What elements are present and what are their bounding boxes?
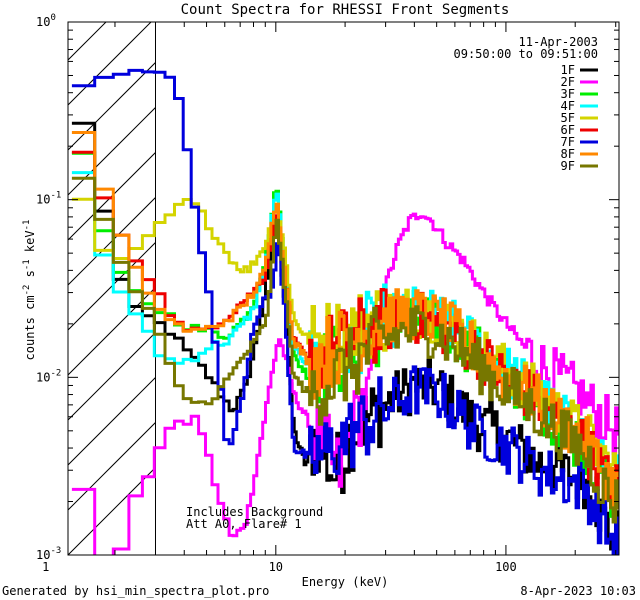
legend-label-3F: 3F — [561, 87, 575, 101]
x-axis-tick-labels: 1 10 100 — [42, 560, 517, 574]
x-axis-ticks — [114, 22, 617, 555]
legend-label-1F: 1F — [561, 63, 575, 77]
hatch-line — [68, 61, 156, 151]
hatch-line — [68, 421, 156, 511]
hatch-line — [68, 106, 156, 196]
time-range-label: 09:50:00 to 09:51:00 — [454, 47, 599, 61]
x-tick-label: 1 — [42, 560, 49, 574]
y-tick-label: 100 — [36, 13, 56, 29]
hatch-line — [68, 376, 156, 466]
date-label: 11-Apr-2003 — [519, 35, 598, 49]
legend-label-6F: 6F — [561, 123, 575, 137]
x-tick-label: 10 — [269, 560, 283, 574]
hatch-line — [68, 241, 156, 331]
annotation-background: Includes Background — [186, 505, 323, 519]
y-tick-label: 10-2 — [36, 368, 61, 384]
y-axis-tick-labels: 100 10-1 10-2 10-3 — [36, 13, 61, 562]
hatch-line — [68, 466, 156, 555]
x-tick-label: 100 — [495, 560, 517, 574]
legend-label-4F: 4F — [561, 99, 575, 113]
legend-label-7F: 7F — [561, 135, 575, 149]
x-axis-label: Energy (keV) — [302, 575, 389, 589]
chart-title: Count Spectra for RHESSI Front Segments — [181, 2, 510, 18]
series-line-7F — [71, 68, 619, 555]
hatch-line — [68, 286, 156, 376]
y-axis-label: counts cm-2 s-1 keV-1 — [22, 220, 37, 361]
annotation-attenuator: Att A0, Flare# 1 — [186, 517, 302, 531]
hatch-line — [68, 22, 152, 106]
generated-by-label: Generated by hsi_min_spectra_plot.pro — [2, 584, 269, 598]
generated-timestamp: 8-Apr-2023 10:03 — [520, 584, 636, 598]
legend-label-5F: 5F — [561, 111, 575, 125]
spectra-series — [71, 68, 619, 555]
legend-label-8F: 8F — [561, 147, 575, 161]
series-line-9F — [71, 176, 619, 524]
y-axis-ticks — [68, 21, 619, 556]
hatch-line — [68, 196, 156, 286]
legend-label-9F: 9F — [561, 159, 575, 173]
legend-label-2F: 2F — [561, 75, 575, 89]
y-tick-label: 10-3 — [36, 546, 61, 562]
hatch-line — [68, 331, 156, 421]
y-tick-label: 10-1 — [36, 191, 61, 207]
plot-frame — [67, 21, 620, 556]
